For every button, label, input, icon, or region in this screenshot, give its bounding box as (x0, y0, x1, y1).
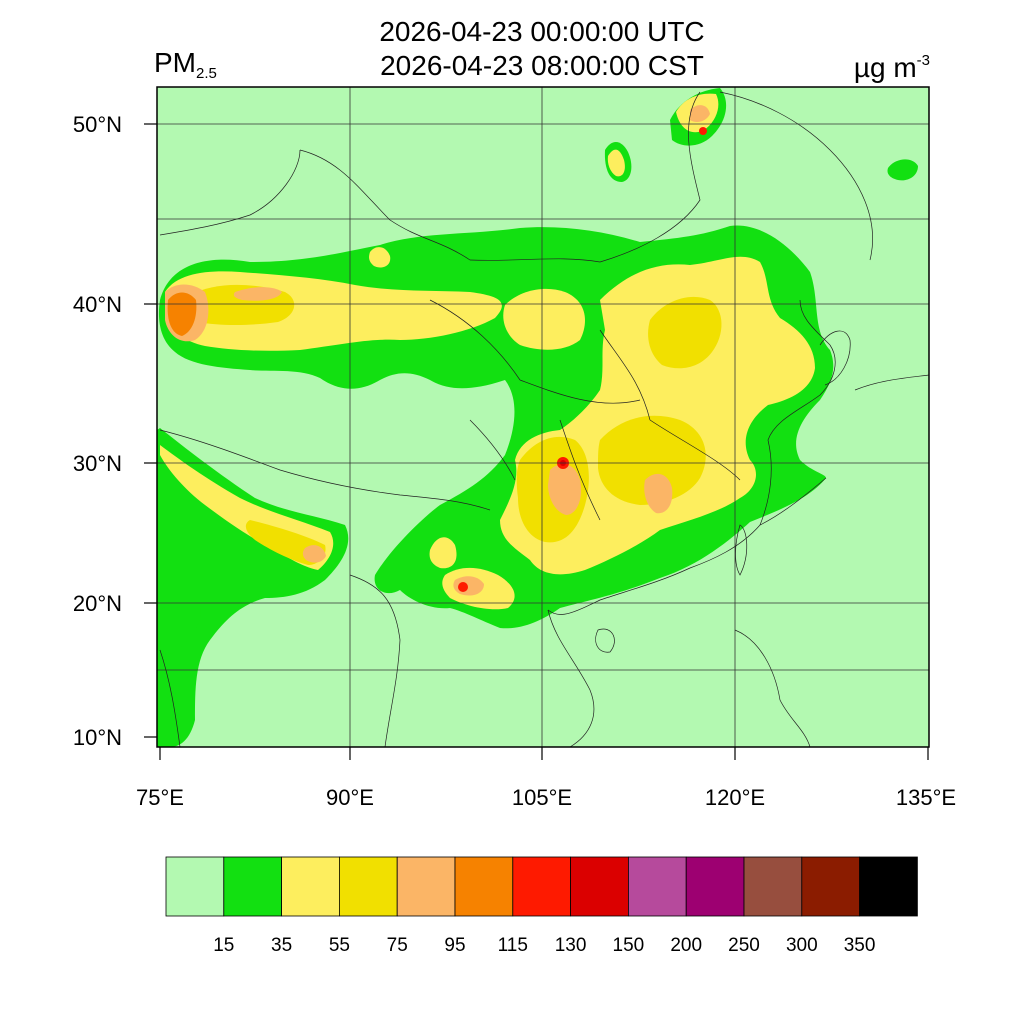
border-himalaya (159, 429, 491, 511)
colorbar-swatch (628, 856, 687, 917)
x-tick-label: 90°E (326, 785, 374, 810)
band-95-115 (167, 292, 197, 336)
korea (819, 330, 851, 386)
x-tick-label: 120°E (705, 785, 765, 810)
band-115-130 (458, 127, 707, 592)
variable-label: PM2.5 (154, 48, 217, 89)
variable-main: PM (154, 47, 196, 78)
orange-west-streak (233, 287, 282, 301)
pm25-field (157, 87, 929, 747)
colorbar-swatch (743, 856, 803, 917)
philippines (734, 629, 811, 747)
colorbar-label: 300 (786, 935, 818, 956)
colorbar-swatch (570, 856, 629, 917)
colorbar-swatch (685, 856, 745, 917)
colorbar-swatch (338, 856, 398, 917)
x-tick-label: 135°E (896, 785, 956, 810)
colorbar (165, 856, 918, 917)
yellow-basin-north (503, 288, 585, 350)
border-north (299, 91, 701, 263)
border-ne (719, 91, 873, 261)
colorbar-labels: 15 35 55 75 95 115 130 150 200 250 300 350 (213, 935, 875, 956)
india-coast (159, 649, 181, 747)
japan (854, 374, 929, 391)
unit-label: µg m-3 (854, 46, 930, 83)
colorbar-label: 130 (555, 935, 587, 956)
x-tick-label: 105°E (512, 785, 572, 810)
title-cst: 2026-04-23 08:00:00 CST (380, 50, 704, 81)
hotspot-myanmar (458, 582, 468, 592)
colorbar-swatch (396, 856, 456, 917)
colorbar-label: 250 (728, 935, 760, 956)
y-tick-label: 20°N (73, 591, 122, 616)
colorbar-swatch (281, 856, 340, 917)
x-tick-label: 75°E (136, 785, 184, 810)
y-tick-label: 40°N (73, 292, 122, 317)
colorbar-label: 95 (444, 935, 465, 956)
colorbar-label: 35 (271, 935, 292, 956)
coastline-east (759, 299, 836, 526)
hainan (595, 628, 615, 653)
colorbar-swatch (859, 856, 918, 917)
map-frame (156, 86, 930, 748)
y-tick-label: 30°N (73, 451, 122, 476)
green-south-plume (157, 428, 349, 747)
darkorange-taklimakan (167, 292, 197, 336)
y-tick-label: 10°N (73, 725, 122, 750)
colorbar-label: 115 (498, 935, 528, 956)
border-west (159, 149, 301, 236)
yellow-ne-small (607, 149, 625, 177)
colorbar-swatch (165, 856, 225, 917)
orange-sichuan (548, 464, 582, 515)
colorbar-label: 15 (213, 935, 234, 956)
boundaries (159, 91, 929, 747)
hotspot-ne (699, 127, 707, 135)
green-nk-blob (887, 159, 918, 181)
colorbar-label: 75 (387, 935, 408, 956)
axis-ticks (144, 123, 929, 760)
unit-superscript: -3 (916, 52, 930, 69)
y-tick-label: 50°N (73, 112, 122, 137)
colorbar-label: 55 (329, 935, 350, 956)
title-utc: 2026-04-23 00:00:00 UTC (379, 16, 705, 47)
green-south-blob (160, 600, 201, 655)
province-lines (429, 299, 741, 521)
orange-ne (690, 105, 710, 122)
colorbar-swatch (454, 856, 514, 917)
colorbar-swatch (223, 856, 283, 917)
y-tick-labels: 10°N 20°N 30°N 40°N 50°N (73, 112, 122, 750)
colorbar-label: 150 (613, 935, 645, 956)
colorbar-label: 350 (844, 935, 876, 956)
yellow-myanmar (429, 537, 457, 569)
orange-central (644, 473, 673, 514)
colorbar-label: 200 (670, 935, 702, 956)
colorbar-swatch (801, 856, 860, 917)
ydark-north (648, 296, 722, 369)
orange-southplume (302, 545, 326, 563)
yellow-tibet-small (369, 247, 391, 268)
unit-main: µg m (853, 52, 917, 83)
colorbar-swatch (512, 856, 571, 917)
variable-subscript: 2.5 (196, 65, 217, 82)
coastline-indochina (547, 609, 595, 747)
coastline-china (547, 477, 827, 615)
x-tick-labels: 75°E 90°E 105°E 120°E 135°E (136, 785, 956, 810)
taiwan (735, 524, 748, 576)
coastline-bay-bengal (349, 574, 401, 747)
